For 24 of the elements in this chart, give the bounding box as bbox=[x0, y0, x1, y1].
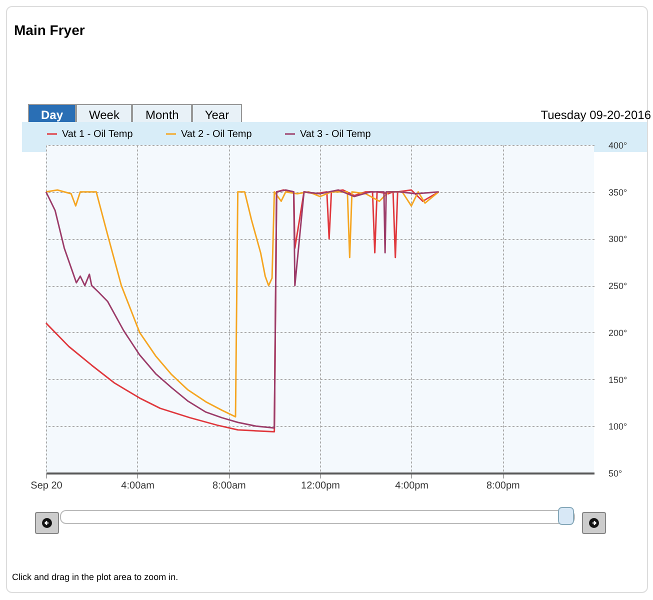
text: Month bbox=[132, 104, 192, 125]
text: Day bbox=[28, 104, 76, 125]
chart-title: Main Fryer bbox=[14, 22, 85, 38]
legend-label: Vat 1 - Oil Temp bbox=[62, 129, 134, 140]
text: Week bbox=[76, 104, 132, 125]
x-tick-label: 8:00am bbox=[212, 480, 246, 492]
legend-label: Vat 2 - Oil Temp bbox=[181, 129, 252, 140]
x-tick-label: Sep 20 bbox=[30, 480, 63, 492]
text: Year bbox=[192, 104, 242, 125]
y-tick-label: 350° bbox=[608, 187, 628, 198]
chart-subtitle: Tuesday 09-20-2016 bbox=[540, 108, 651, 122]
y-tick-label: 250° bbox=[608, 281, 628, 292]
y-tick-label: 200° bbox=[608, 328, 628, 338]
y-tick-label: 100° bbox=[608, 422, 628, 432]
y-tick-label: 400° bbox=[608, 140, 628, 150]
x-tick-label: 12:00pm bbox=[301, 480, 340, 492]
legend-label: Vat 3 - Oil Temp bbox=[300, 129, 372, 140]
text: Click and drag in the plot area to zoom in. bbox=[12, 572, 178, 582]
y-tick-label: 300° bbox=[608, 234, 628, 244]
y-tick-label: 150° bbox=[608, 374, 628, 385]
x-tick-label: 4:00am bbox=[121, 480, 155, 492]
y-tick-label: 50° bbox=[608, 468, 623, 478]
x-tick-label: 8:00pm bbox=[486, 480, 520, 492]
x-tick-label: 4:00pm bbox=[395, 480, 429, 492]
